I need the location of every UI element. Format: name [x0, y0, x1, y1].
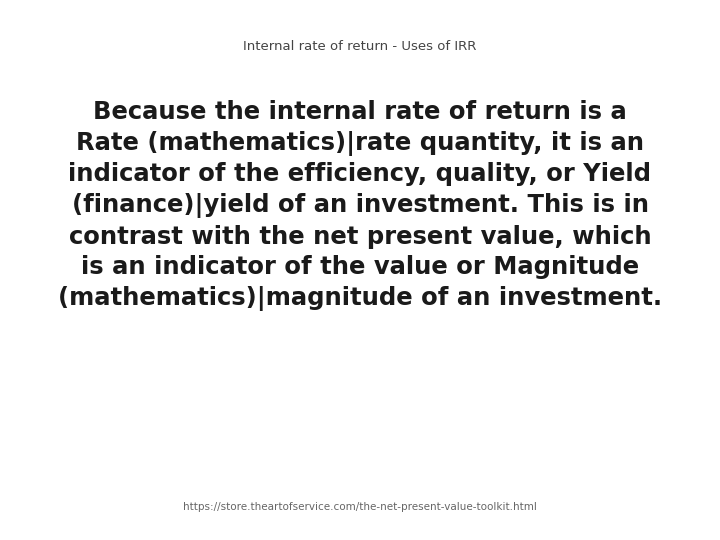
Text: Because the internal rate of return is a
Rate (mathematics)|rate quantity, it is: Because the internal rate of return is a… — [58, 100, 662, 311]
Text: Internal rate of return - Uses of IRR: Internal rate of return - Uses of IRR — [243, 40, 477, 53]
Text: https://store.theartofservice.com/the-net-present-value-toolkit.html: https://store.theartofservice.com/the-ne… — [183, 502, 537, 512]
